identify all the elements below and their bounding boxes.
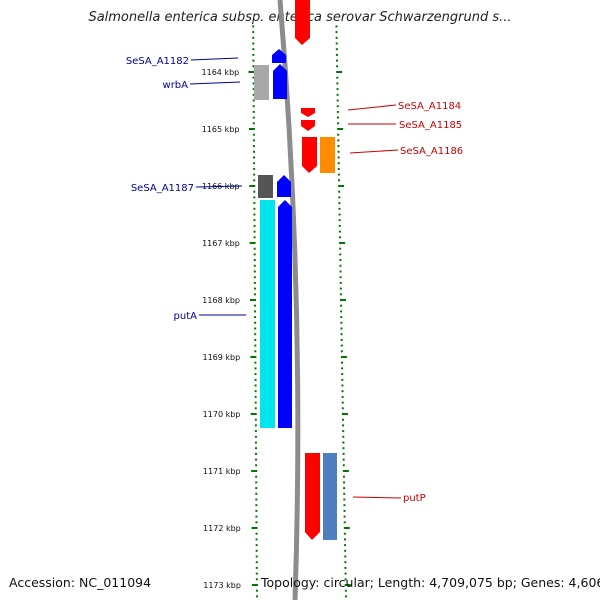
label-putp[interactable]: putP xyxy=(403,493,426,504)
gene-grey-1[interactable] xyxy=(254,65,269,100)
tick-label: 1171 kbp xyxy=(203,467,241,476)
label-sesa-a1182[interactable]: SeSA_A1182 xyxy=(126,56,189,67)
reverse-strand-features xyxy=(295,0,337,540)
label-sesa-a1187[interactable]: SeSA_A1187 xyxy=(131,183,194,194)
gene-cyan[interactable] xyxy=(260,200,275,428)
tick-column-right xyxy=(335,25,351,598)
label-sesa-a1184[interactable]: SeSA_A1184 xyxy=(398,101,461,112)
gene-sesa-a1185[interactable] xyxy=(301,120,315,131)
gene-sesa-a1186-red[interactable] xyxy=(302,137,317,173)
forward-strand-features xyxy=(254,49,292,428)
accession-text: Accession: NC_011094 xyxy=(9,575,152,590)
tick-label: 1172 kbp xyxy=(203,524,241,533)
tick-label: 1168 kbp xyxy=(202,296,240,305)
gene-sesa-a1184[interactable] xyxy=(301,108,315,117)
gene-putp-steel[interactable] xyxy=(323,453,337,540)
gene-wrba[interactable] xyxy=(273,64,287,99)
tick-label: 1167 kbp xyxy=(202,239,240,248)
gene-sesa-a1182[interactable] xyxy=(272,49,286,63)
gene-dark-grey[interactable] xyxy=(258,175,273,198)
tick-label: 1164 kbp xyxy=(202,68,240,77)
label-wrba[interactable]: wrbA xyxy=(163,80,189,91)
tick-label: 1165 kbp xyxy=(202,125,240,134)
label-sesa-a1186[interactable]: SeSA_A1186 xyxy=(400,146,463,157)
gene-sesa-a1186-orange[interactable] xyxy=(320,137,335,173)
label-puta[interactable]: putA xyxy=(174,311,198,322)
gene-putp-red[interactable] xyxy=(305,453,320,540)
gene-sesa-a1187[interactable] xyxy=(277,175,291,197)
tick-label: 1169 kbp xyxy=(202,353,240,362)
gene-red-top[interactable] xyxy=(295,0,310,45)
tick-column-left xyxy=(248,25,258,598)
tick-label: 1173 kbp xyxy=(203,581,241,590)
label-sesa-a1185[interactable]: SeSA_A1185 xyxy=(399,120,462,131)
gene-puta[interactable] xyxy=(278,200,292,428)
leader-lines xyxy=(189,57,402,499)
topology-text: Topology: circular; Length: 4,709,075 bp… xyxy=(261,575,600,590)
tick-label: 1170 kbp xyxy=(203,410,241,419)
